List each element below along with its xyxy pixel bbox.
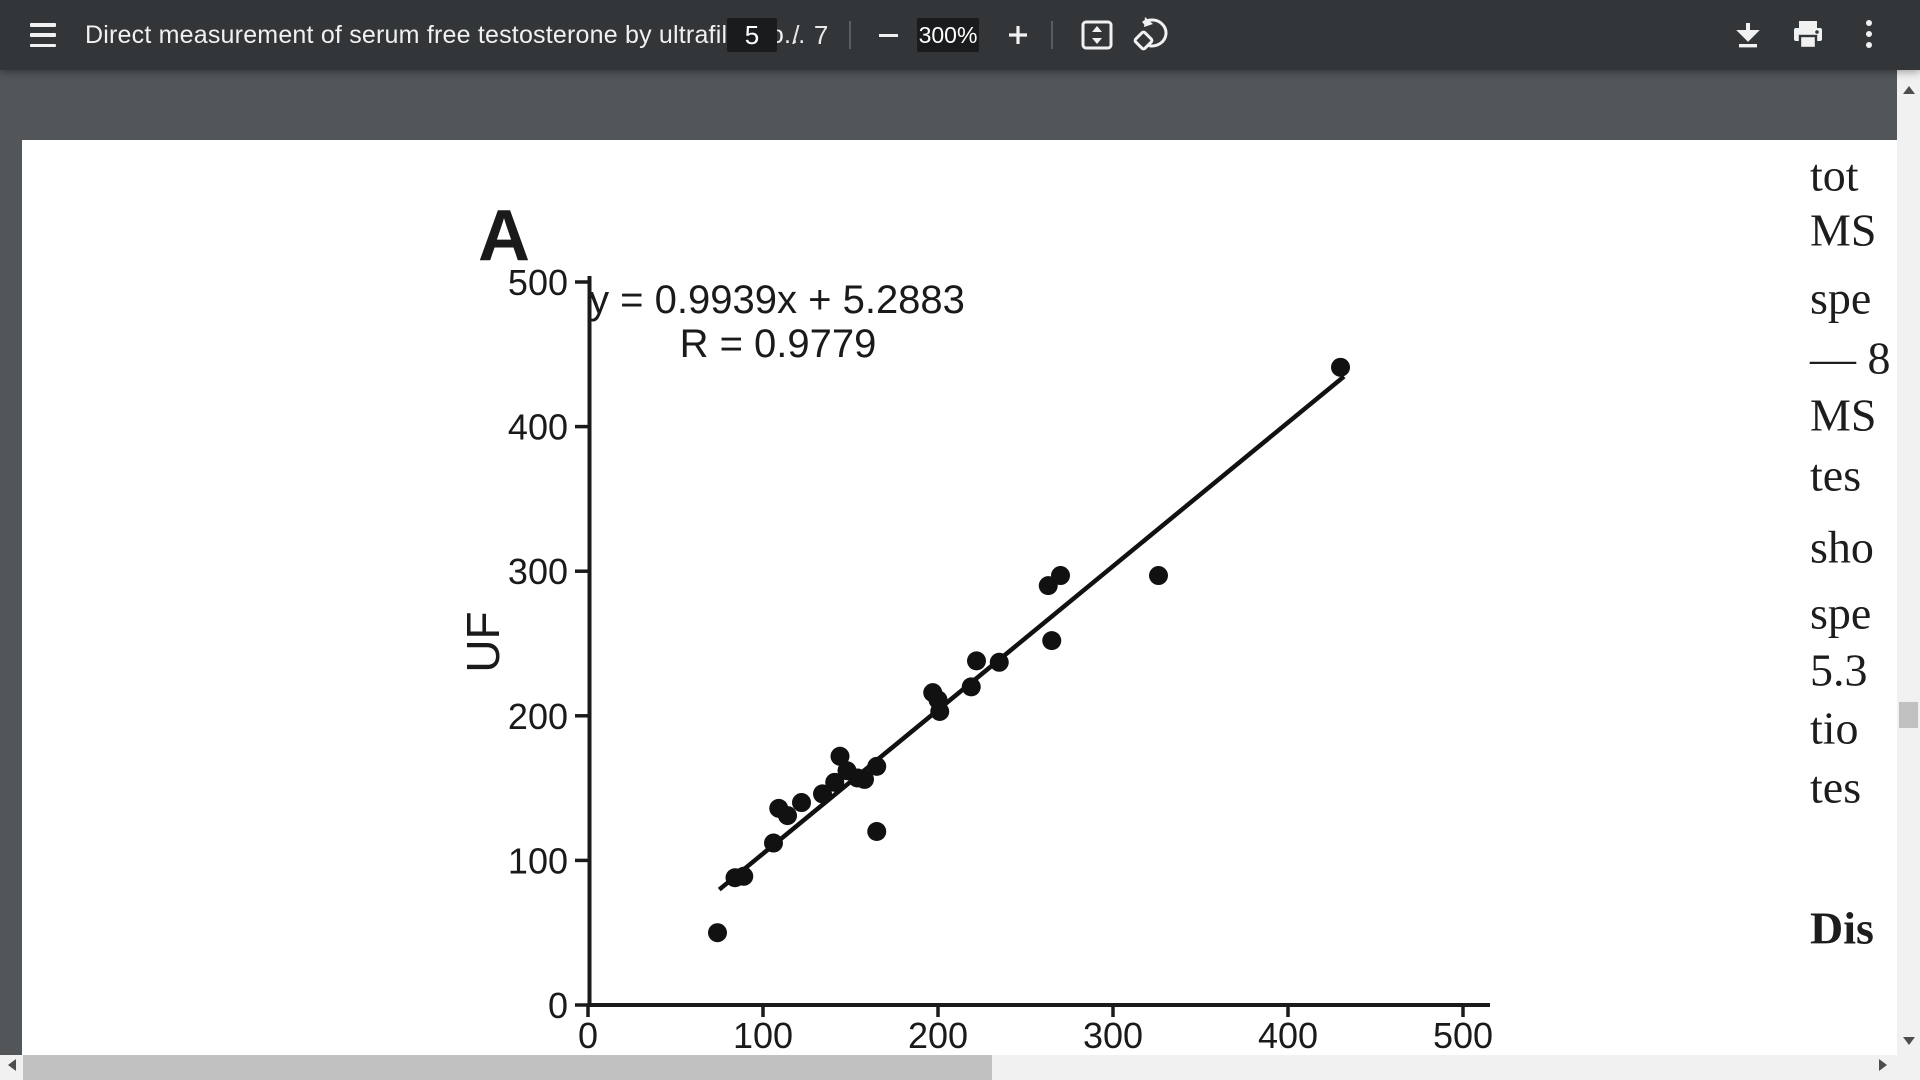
scroll-left-arrow-icon[interactable]	[8, 1059, 16, 1071]
section-heading-fragment: Dis	[1810, 902, 1874, 954]
toolbar-divider	[849, 21, 851, 49]
pdf-page: A y = 0.9939x + 5.2883 R = 0.9779 ED UF …	[22, 140, 1897, 1080]
data-point	[1051, 566, 1070, 586]
x-tick-label: 300	[1083, 1015, 1143, 1056]
x-tick-label: 400	[1258, 1015, 1318, 1056]
text-line-fragment: sho	[1810, 521, 1874, 573]
text-line-fragment: 5.3	[1810, 644, 1868, 696]
data-point	[825, 772, 845, 792]
text-line-fragment: MS	[1810, 204, 1877, 256]
data-point	[1149, 566, 1168, 586]
vertical-scrollbar[interactable]	[1897, 70, 1920, 1055]
data-point	[764, 833, 783, 853]
fit-page-icon	[1081, 20, 1113, 50]
pdf-toolbar: Direct measurement of serum free testost…	[0, 0, 1920, 70]
text-line-fragment: spe	[1810, 272, 1872, 324]
print-icon	[1794, 21, 1822, 50]
y-axis-label: UF	[457, 611, 509, 672]
more-options-button[interactable]	[1849, 15, 1889, 55]
vertical-scrollbar-thumb[interactable]	[1899, 702, 1918, 728]
menu-icon[interactable]	[27, 21, 59, 49]
download-button[interactable]	[1728, 15, 1768, 55]
page-number-input[interactable]: 5	[727, 18, 777, 52]
toolbar-divider	[1051, 21, 1053, 49]
scroll-down-arrow-icon[interactable]	[1903, 1037, 1915, 1045]
y-tick-label: 0	[548, 985, 568, 1026]
axes	[587, 276, 1490, 1007]
text-line-fragment: tio	[1810, 702, 1859, 754]
menu-bar	[30, 33, 56, 37]
text-line-fragment: tes	[1810, 761, 1862, 813]
data-point	[930, 701, 950, 721]
data-point	[967, 651, 986, 671]
data-point	[989, 652, 1009, 672]
data-point	[1331, 357, 1350, 377]
data-point	[830, 746, 850, 766]
text-line-fragment: tes	[1810, 449, 1862, 501]
correlation-label: R = 0.9779	[680, 322, 877, 366]
regression-equation: y = 0.9939x + 5.2883	[589, 278, 965, 322]
viewer-background: A y = 0.9939x + 5.2883 R = 0.9779 ED UF …	[0, 70, 1920, 1080]
data-point	[961, 677, 981, 697]
x-tick-label: 0	[578, 1015, 598, 1056]
chart-plot-area: 0 100 200 300 400 500 0 100 200 300 400 500	[508, 262, 1493, 1056]
rotate-icon	[1133, 17, 1168, 51]
data-point	[734, 866, 754, 886]
menu-bar	[30, 23, 56, 27]
print-button[interactable]	[1788, 15, 1828, 55]
kebab-icon	[1866, 20, 1872, 48]
horizontal-scrollbar[interactable]	[0, 1055, 1920, 1080]
y-tick-label: 100	[508, 840, 568, 881]
download-icon	[1736, 23, 1760, 48]
zoom-level-display: 300%	[917, 18, 979, 52]
data-point	[1042, 631, 1062, 651]
data-point	[778, 806, 797, 826]
zoom-in-button[interactable]	[1004, 21, 1032, 49]
y-tick-label: 500	[508, 262, 568, 303]
rotate-button[interactable]	[1132, 15, 1172, 55]
data-point	[708, 923, 727, 943]
y-tick-label: 400	[508, 407, 568, 448]
text-line-fragment: MS	[1810, 389, 1877, 441]
fit-to-page-button[interactable]	[1077, 15, 1117, 55]
scroll-up-arrow-icon[interactable]	[1903, 86, 1915, 94]
data-point	[792, 793, 811, 813]
regression-line	[717, 374, 1346, 892]
x-tick-label: 500	[1433, 1015, 1493, 1056]
x-tick-label: 100	[733, 1015, 793, 1056]
y-tick-label: 300	[508, 551, 568, 592]
menu-bar	[30, 43, 56, 47]
document-title: Direct measurement of serum free testost…	[85, 20, 806, 49]
data-point	[855, 769, 874, 789]
data-point	[867, 756, 887, 776]
x-tick-label: 200	[908, 1015, 968, 1056]
scatter-chart: A y = 0.9939x + 5.2883 R = 0.9779 ED UF …	[457, 196, 1493, 1080]
page-count-label: / 7	[785, 19, 829, 50]
zoom-out-button[interactable]	[874, 21, 902, 49]
horizontal-scrollbar-thumb[interactable]	[23, 1055, 992, 1080]
scroll-right-arrow-icon[interactable]	[1879, 1059, 1887, 1071]
data-point	[813, 784, 832, 804]
plus-icon	[1009, 26, 1027, 44]
y-tick-label: 200	[508, 696, 568, 737]
panel-label: A	[478, 196, 530, 276]
text-line-fragment: — 8	[1810, 332, 1891, 384]
minus-icon	[878, 33, 898, 37]
data-point	[867, 821, 887, 841]
text-line-fragment: spe	[1810, 587, 1872, 639]
text-line-fragment: tot	[1810, 149, 1859, 201]
